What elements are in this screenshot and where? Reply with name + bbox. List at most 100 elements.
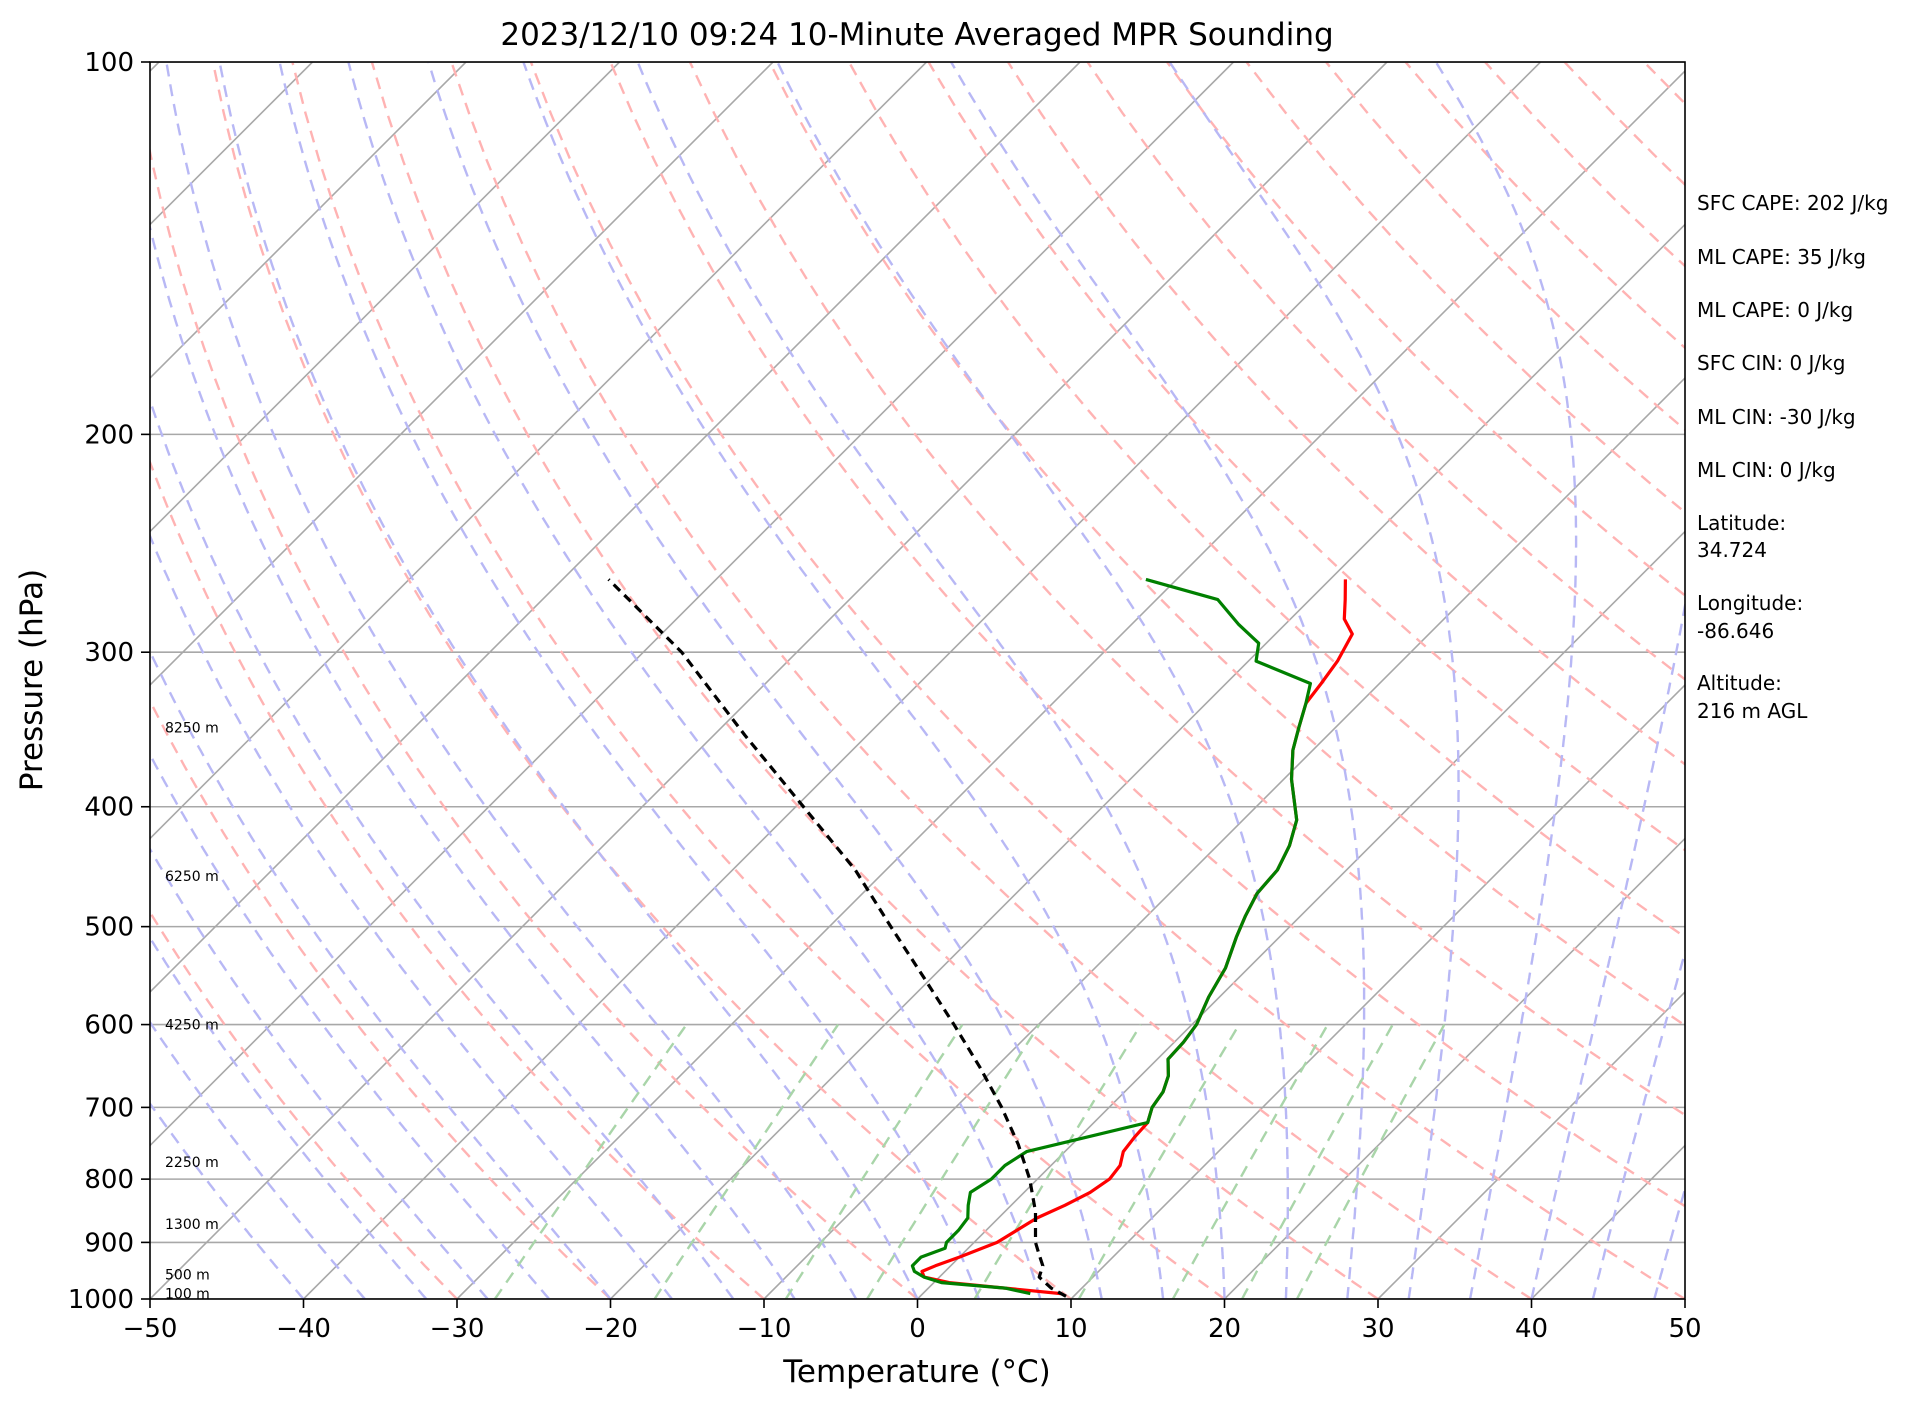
dry-adiabat-line xyxy=(291,62,1226,1299)
x-tick-label: −30 xyxy=(430,1314,485,1344)
dry-adiabat-line xyxy=(1166,62,1685,597)
moist-adiabat-line xyxy=(776,62,1289,1299)
isotherm-line xyxy=(150,62,621,533)
height-label: 4250 m xyxy=(165,1018,219,1034)
y-tick-label: 100 xyxy=(84,48,134,78)
y-tick-label: 700 xyxy=(84,1093,134,1123)
height-label: 2250 m xyxy=(165,1155,219,1171)
x-tick-label: −40 xyxy=(276,1314,331,1344)
mixing-ratio-line xyxy=(784,1023,964,1299)
dry-adiabat-line xyxy=(150,146,919,1299)
info-panel-line: Longitude: xyxy=(1697,591,1803,615)
mixing-ratio-line xyxy=(1241,1024,1394,1299)
height-label: 8250 m xyxy=(165,720,219,736)
isotherm-line xyxy=(150,62,1081,994)
isotherm-line xyxy=(150,62,774,687)
moist-adiabat-line xyxy=(1591,947,1685,1299)
isotherm-line xyxy=(150,62,928,840)
dry-adiabat-line xyxy=(150,698,612,1299)
info-panel-line: ML CAPE: 35 J/kg xyxy=(1697,245,1866,269)
moist-adiabat-line xyxy=(522,62,1165,1299)
mixing-ratio-line xyxy=(1295,1024,1446,1299)
info-panel-line: Altitude: xyxy=(1697,671,1782,695)
dewpoint-trace xyxy=(910,577,1312,1296)
x-tick-label: 30 xyxy=(1361,1314,1394,1344)
x-axis-label: Temperature (°C) xyxy=(782,1354,1051,1390)
y-tick-label: 400 xyxy=(84,793,134,823)
dry-adiabat-line xyxy=(211,62,1072,1299)
info-panel-line: 216 m AGL xyxy=(1697,699,1808,723)
mixing-ratio-line xyxy=(1077,1023,1241,1299)
isotherm-line xyxy=(150,62,1235,1147)
y-axis-label: Pressure (hPa) xyxy=(14,569,50,791)
moist-adiabat-line xyxy=(278,62,981,1299)
x-tick-label: 10 xyxy=(1054,1314,1087,1344)
mixing-ratio-line xyxy=(1171,1024,1329,1299)
moist-adiabat-line xyxy=(347,62,1042,1299)
x-tick-label: 40 xyxy=(1515,1314,1548,1344)
info-panel-line: SFC CIN: 0 J/kg xyxy=(1697,351,1845,375)
isotherm-line xyxy=(456,69,1685,1299)
height-label: 1300 m xyxy=(165,1217,219,1233)
y-tick-label: 500 xyxy=(84,913,134,943)
info-panel-line: -86.646 xyxy=(1697,619,1774,643)
info-panel-line: ML CIN: 0 J/kg xyxy=(1697,458,1836,482)
moist-adiabat-line xyxy=(1653,1184,1685,1299)
info-panel-line: 34.724 xyxy=(1697,538,1767,562)
y-axis-ticks: 100 200 300 400 500 600 700 800 900 1000 xyxy=(68,48,150,1315)
dry-adiabat-line xyxy=(529,62,1685,1299)
x-tick-label: 20 xyxy=(1208,1314,1241,1344)
info-panel-line: ML CIN: -30 J/kg xyxy=(1697,405,1856,429)
isotherm-line xyxy=(763,376,1685,1299)
x-tick-label: −50 xyxy=(123,1314,178,1344)
moist-adiabat-line xyxy=(1434,62,1578,1299)
x-tick-label: 50 xyxy=(1668,1314,1701,1344)
isotherm-line xyxy=(1070,683,1685,1299)
x-tick-label: −10 xyxy=(737,1314,792,1344)
moist-adiabat-line xyxy=(150,222,796,1299)
info-panel-line: ML CAPE: 0 J/kg xyxy=(1697,298,1853,322)
moist-adiabat-line xyxy=(950,62,1366,1299)
x-tick-label: −20 xyxy=(583,1314,638,1344)
height-label: 100 m xyxy=(165,1287,210,1303)
y-tick-label: 600 xyxy=(84,1011,134,1041)
moist-adiabat-line xyxy=(150,533,673,1299)
mixing-ratio-line xyxy=(493,1023,688,1299)
moist-adiabat-line xyxy=(150,397,735,1299)
moist-adiabat-line xyxy=(218,62,919,1299)
isotherm-line xyxy=(1223,837,1685,1299)
isotherm-line xyxy=(609,223,1685,1299)
height-label: 6250 m xyxy=(165,869,219,885)
info-panel-line: SFC CAPE: 202 J/kg xyxy=(1697,191,1888,215)
x-tick-label: 0 xyxy=(909,1314,926,1344)
x-axis-ticks: −50 −40 −30 −20 −10 0 10 20 30 40 50 xyxy=(123,1299,1702,1344)
y-tick-label: 200 xyxy=(84,420,134,450)
moist-adiabat-line xyxy=(427,62,1103,1299)
dry-adiabat-line xyxy=(1086,62,1685,681)
isotherm-line xyxy=(150,62,467,380)
isotherm-line xyxy=(302,62,1542,1299)
moist-adiabat-line xyxy=(150,846,489,1299)
y-tick-label: 1000 xyxy=(68,1285,134,1315)
mixing-ratio-line xyxy=(973,1023,1142,1299)
sounding-info-panel: SFC CAPE: 202 J/kg ML CAPE: 35 J/kg ML CAP… xyxy=(1697,191,1888,723)
parcel-path-trace xyxy=(607,578,1067,1298)
dry-adiabat-line xyxy=(370,62,1379,1299)
height-label: 500 m xyxy=(165,1267,210,1283)
moist-adiabat-line xyxy=(165,62,858,1299)
y-tick-label: 300 xyxy=(84,638,134,668)
moist-adiabat-line xyxy=(1168,62,1460,1299)
y-tick-label: 900 xyxy=(84,1228,134,1258)
y-tick-label: 800 xyxy=(84,1165,134,1195)
sounding-traces xyxy=(607,577,1354,1298)
moist-adiabat-line xyxy=(150,935,428,1299)
isotherm-line xyxy=(1377,990,1685,1299)
mixing-ratio-line xyxy=(653,1023,840,1299)
plot-background-lines xyxy=(150,62,1685,1299)
dry-adiabat-line xyxy=(768,62,1685,1027)
dry-adiabat-line xyxy=(450,62,1533,1299)
isotherm-line xyxy=(150,62,1388,1299)
chart-title: 2023/12/10 09:24 10-Minute Averaged MPR … xyxy=(500,17,1333,53)
height-labels: 8250 m 6250 m 4250 m 2250 m 1300 m 500 m 100 m xyxy=(165,720,219,1302)
